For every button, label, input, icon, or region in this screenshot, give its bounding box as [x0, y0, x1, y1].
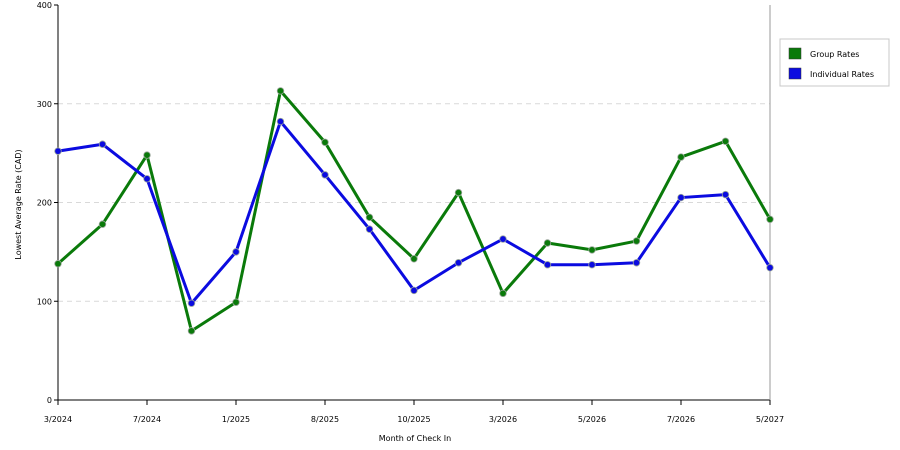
data-point — [632, 259, 641, 267]
data-point — [499, 235, 507, 243]
legend-label: Group Rates — [810, 50, 859, 59]
legend-swatch — [788, 67, 802, 80]
legend-swatch — [788, 47, 802, 60]
data-point — [98, 140, 107, 148]
data-point — [276, 87, 285, 95]
data-point — [143, 175, 151, 183]
legend: Group Rates Individual Rates — [779, 38, 890, 87]
data-point — [54, 260, 62, 268]
y-tick-label: 400 — [37, 1, 52, 10]
y-tick-label: 300 — [37, 100, 52, 109]
data-point — [766, 263, 774, 272]
series-line-individual-rates — [56, 120, 772, 305]
data-point — [543, 239, 552, 247]
legend-label: Individual Rates — [810, 70, 874, 79]
data-point — [499, 289, 507, 298]
axes-layer: 0 100 200 300 400 3/2024 7/2024 1/2025 8/2025 10/… — [14, 1, 784, 443]
data-point — [321, 171, 329, 179]
y-tick-label: 100 — [37, 297, 52, 306]
series-layer — [54, 87, 774, 335]
x-tick-label: 8/2025 — [311, 415, 339, 424]
x-tick-label: 3/2024 — [44, 415, 72, 424]
data-point — [365, 225, 374, 233]
data-point — [721, 137, 730, 145]
x-tick-label: 10/2025 — [397, 415, 430, 424]
y-tick-label: 0 — [47, 396, 52, 405]
x-tick-label: 7/2024 — [133, 415, 161, 424]
series-line-group-rates — [56, 89, 772, 333]
data-point — [54, 147, 62, 155]
data-point — [454, 259, 463, 267]
data-point — [187, 299, 196, 307]
data-point — [232, 298, 240, 306]
data-point — [454, 188, 463, 197]
data-point — [365, 213, 374, 222]
data-point — [677, 193, 685, 202]
data-point — [632, 237, 641, 245]
data-point — [143, 151, 151, 159]
data-point — [766, 215, 774, 223]
x-tick-label: 5/2026 — [578, 415, 606, 424]
data-point — [721, 190, 730, 199]
x-tick-label: 5/2027 — [756, 415, 784, 424]
data-point — [677, 153, 685, 161]
x-tick-label: 7/2026 — [667, 415, 695, 424]
data-point — [410, 286, 418, 295]
data-point — [187, 327, 196, 335]
grid-layer — [58, 103, 770, 302]
x-tick-label: 1/2025 — [222, 415, 250, 424]
x-tick-label: 3/2026 — [489, 415, 517, 424]
data-point — [543, 261, 552, 269]
y-tick-label: 200 — [37, 199, 52, 208]
y-axis-title: Lowest Average Rate (CAD) — [14, 149, 23, 259]
data-point — [588, 261, 596, 269]
data-point — [276, 117, 285, 126]
data-point — [232, 248, 240, 256]
data-point — [321, 138, 329, 146]
data-point — [98, 220, 107, 228]
x-axis-title: Month of Check In — [379, 434, 451, 443]
data-point — [410, 255, 418, 263]
data-point — [588, 246, 596, 254]
